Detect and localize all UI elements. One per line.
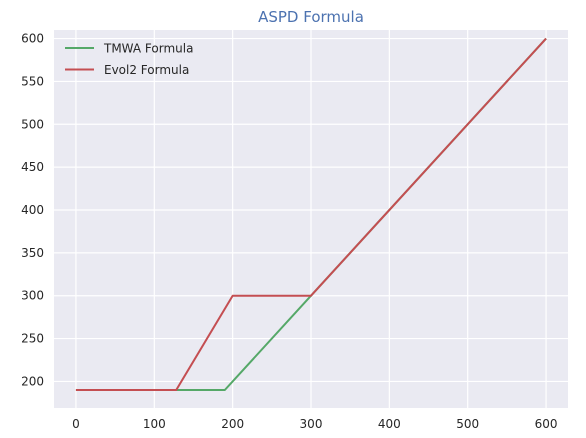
y-tick-label: 300 <box>21 289 44 303</box>
y-tick-label: 400 <box>21 203 44 217</box>
x-tick-label: 400 <box>378 417 401 431</box>
x-tick-label: 200 <box>221 417 244 431</box>
y-tick-label: 550 <box>21 74 44 88</box>
y-tick-label: 500 <box>21 117 44 131</box>
y-tick-label: 600 <box>21 32 44 46</box>
tick-labels: 0 100 200 300 400 500 600 200 250 300 350 400 450 500… <box>21 32 557 431</box>
x-tick-label: 600 <box>535 417 558 431</box>
x-tick-label: 300 <box>300 417 323 431</box>
x-tick-label: 0 <box>72 417 80 431</box>
chart-title: ASPD Formula <box>258 8 364 26</box>
legend: TMWA Formula Evol2 Formula <box>65 42 193 77</box>
y-tick-label: 450 <box>21 160 44 174</box>
x-tick-label: 500 <box>456 417 479 431</box>
x-tick-label: 100 <box>143 417 166 431</box>
legend-label: Evol2 Formula <box>104 63 189 77</box>
series-line <box>75 37 547 391</box>
y-tick-label: 350 <box>21 246 44 260</box>
legend-label: TMWA Formula <box>103 42 193 56</box>
y-tick-label: 200 <box>21 374 44 388</box>
y-tick-label: 250 <box>21 332 44 346</box>
series-layer <box>75 37 547 391</box>
